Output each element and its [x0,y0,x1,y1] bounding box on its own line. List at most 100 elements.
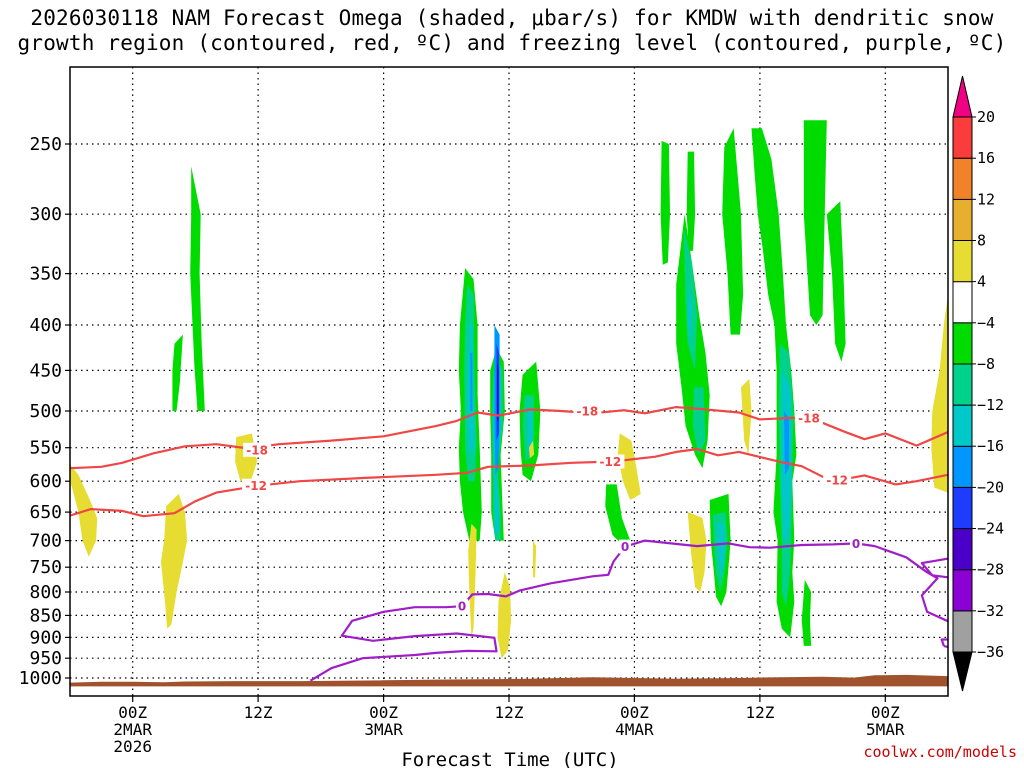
contour-label-bg [795,410,823,425]
ytick-label-950: 950 [29,648,62,669]
shade-upward-12-to-16-5 [687,284,692,344]
xtick-label-6-1: 2MAR [113,720,152,739]
chart-title-line-2: growth region (contoured, red, ºC) and f… [17,31,1007,55]
colorbar-swatch-2 [952,528,973,571]
contour-label-dendritic-18-c-2: -18 [798,411,820,425]
colorbar-arrow-high [952,75,973,118]
shade-downward-4-to-8-7 [617,433,641,500]
ytick-label-400: 400 [29,315,62,336]
shade-upward-4-to-8-5 [605,484,631,547]
xtick-label-54-0: 00Z [620,703,649,722]
colorbar-label-12: 16 [977,149,995,167]
ytick-label-750: 750 [29,557,62,578]
contour-label-dendritic-12-c-0: -12 [245,479,267,493]
shade-downward-4-to-8-9 [741,378,752,455]
contour-freezing-level-0-c-lower-loop [940,638,948,649]
ytick-label-250: 250 [29,134,62,155]
x-axis-label: Forecast Time (UTC) [401,749,618,768]
contour-label-dendritic-18-c-1: -18 [577,405,599,419]
shade-downward-4-to-8-5 [533,540,537,578]
colorbar-label-2: −28 [977,561,1004,579]
shade-downward-4-to-8-6 [528,440,535,459]
shade-downward-4-to-8-10 [931,295,948,493]
colorbar-swatch-10 [952,198,973,242]
shade-upward-4-to-8-12 [803,120,827,325]
ytick-label-650: 650 [29,502,62,523]
colorbar-swatch-9 [952,240,973,283]
colorbar-swatch-1 [952,569,973,612]
shade-downward-4-to-8-4 [497,572,512,659]
shade-upward-4-to-8-9 [722,128,744,335]
contour-label-bg [573,404,602,418]
contour-label-bg [619,539,631,554]
shade-upward-4-to-8-1 [172,334,183,411]
ytick-label-450: 450 [29,360,62,381]
omega-shading [70,120,948,687]
ytick-label-800: 800 [29,582,62,603]
contour-label-bg [242,478,271,493]
colorbar-label-0: −36 [977,643,1004,661]
shade-upward-4-to-8-14 [801,579,812,646]
ytick-label-850: 850 [29,605,62,626]
colorbar-swatch-0 [952,610,973,653]
ytick-label-600: 600 [29,471,62,492]
shade-downward-4-to-8-8 [687,512,707,592]
xtick-label-18-0: 12Z [244,703,273,722]
xtick-label-42-0: 12Z [495,703,524,722]
shade-upward-24-to-28-0 [497,361,499,423]
ytick-label-700: 700 [29,531,62,552]
contour-label-bg [823,472,852,487]
contour-label-bg [596,454,625,469]
colorbar-swatch-12 [952,116,973,159]
colorbar-label-13: 20 [977,108,995,126]
colorbar-label-7: −8 [977,355,995,373]
colorbar-swatch-6 [952,363,973,406]
xtick-label-54-1: 4MAR [615,720,654,739]
colorbar-swatch-7 [952,322,973,365]
pressure-axis: 2503003504004505005506006507007508008509… [19,134,70,689]
contour-label-dendritic-12-c-2: -12 [826,473,848,487]
xtick-label-66-0: 12Z [745,703,774,722]
ytick-label-900: 900 [29,627,62,648]
shade-upward-4-to-8-6 [660,140,670,265]
contour-label-freezing-level-0-c-2: 0 [852,537,860,551]
colorbar-label-10: 8 [977,232,986,250]
ytick-label-500: 500 [29,401,62,422]
contour-labels: -18 -18 -18 -12 -12 -12 0 0 0 [242,404,862,614]
xtick-label-6-2: 2026 [113,737,152,756]
contour-label-freezing-level-0-c-1: 0 [621,540,629,554]
shade-upward-16-to-20-2 [783,411,790,475]
colorbar-swatch-4 [952,445,973,488]
colorbar-swatch-3 [952,486,973,530]
ytick-label-550: 550 [29,438,62,459]
xtick-label-78-0: 00Z [871,703,900,722]
colorbar-label-3: −24 [977,520,1004,538]
shade-upward-12-to-16-3 [717,523,725,578]
shade-upward-4-to-8-0 [190,166,205,411]
shade-downward-4-to-8-1 [160,493,188,629]
colorbar-label-1: −32 [977,602,1004,620]
colorbar-label-11: 12 [977,190,995,208]
xtick-label-30-0: 00Z [369,703,398,722]
colorbar-swatch-8 [952,281,973,324]
source-credit: coolwx.com/models [863,743,1017,761]
shade-ground-below-surface-0 [70,674,948,687]
contour-label-bg [243,442,272,457]
shade-upward-4-to-8-7 [686,151,696,251]
contour-label-bg [456,599,468,614]
contour-label-dendritic-12-c-1: -12 [600,455,622,469]
contour-label-dendritic-18-c-0: -18 [246,443,268,457]
colorbar-label-8: −4 [977,314,995,332]
ytick-label-300: 300 [29,204,62,225]
shade-upward-16-to-20-1 [470,352,473,411]
colorbar-swatch-5 [952,404,973,447]
xtick-label-78-1: 5MAR [866,720,905,739]
xtick-label-30-1: 3MAR [364,720,403,739]
contour-freezing-level-0-c [309,539,948,682]
omega-colorbar: −36 −32 −28 −24 −20 −16 −12 −8 −4 4 8 12 16 20 [952,75,1004,692]
contour-label-freezing-level-0-c-0: 0 [458,600,466,614]
shade-downward-4-to-8-3 [468,523,477,638]
shade-upward-12-to-16-2 [527,411,532,452]
